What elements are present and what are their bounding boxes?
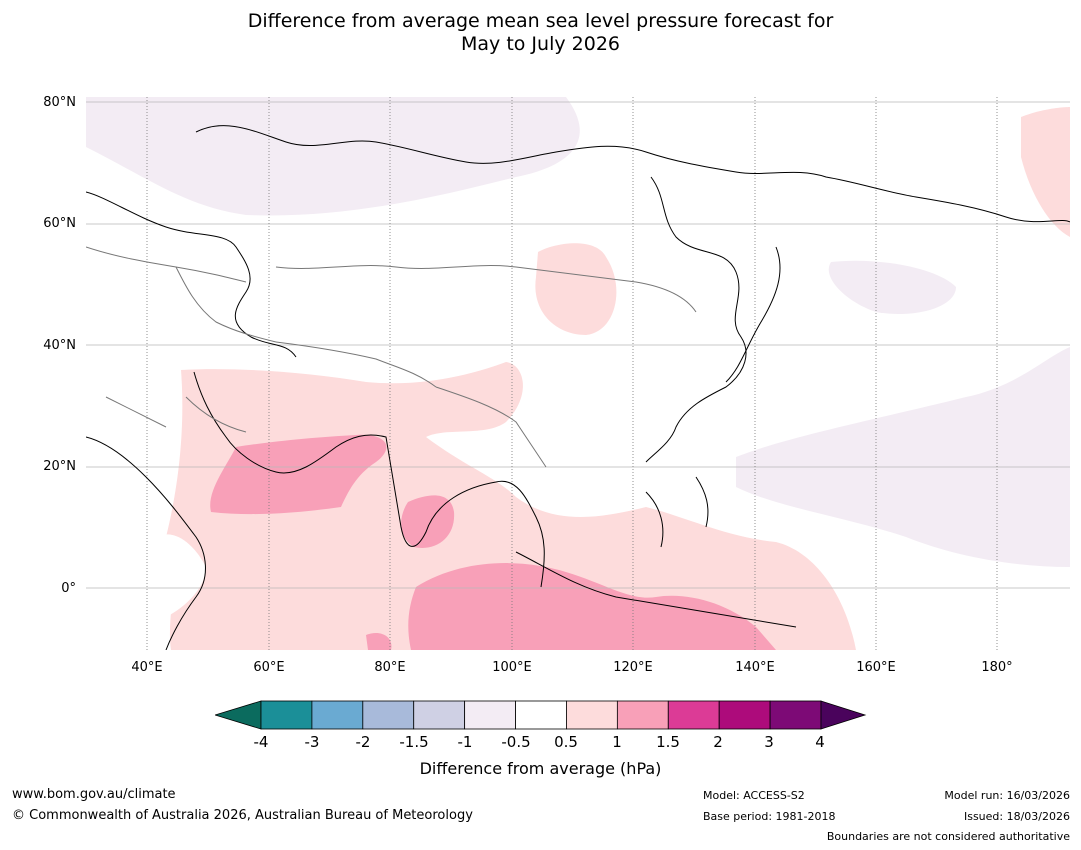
colorbar-tick: -1 xyxy=(457,733,473,751)
colorbar-bin xyxy=(260,700,313,730)
copyright-text: © Commonwealth of Australia 2026, Austra… xyxy=(12,808,473,823)
anomaly-region-indian-ocean-patch xyxy=(366,632,392,650)
disclaimer-text: Boundaries are not considered authoritat… xyxy=(826,830,1070,843)
colorbar-tick: -1.5 xyxy=(399,733,429,751)
anomaly-region-north-atlantic xyxy=(86,97,580,216)
lat-label-0: 0° xyxy=(61,581,76,596)
issued-text: Issued: 18/03/2026 xyxy=(963,810,1070,823)
lat-label-40n: 40°N xyxy=(43,338,76,353)
colorbar-title: Difference from average (hPa) xyxy=(419,759,662,778)
lon-label-160e: 160°E xyxy=(856,660,896,675)
colorbar-tick: 1 xyxy=(612,733,622,751)
lon-label-60e: 60°E xyxy=(253,660,285,675)
website-url: www.bom.gov.au/climate xyxy=(12,787,176,802)
latitude-gridlines xyxy=(86,101,1070,589)
title-line-2: May to July 2026 xyxy=(461,33,620,55)
lon-label-140e: 140°E xyxy=(735,660,775,675)
anomaly-region-bay-of-bengal xyxy=(401,495,455,548)
colorbar-bin xyxy=(362,700,415,730)
longitude-gridlines xyxy=(146,97,998,650)
anomaly-region-arabian-sea xyxy=(210,434,387,515)
colorbar-below-min-arrow xyxy=(215,700,262,730)
colorbar-bin xyxy=(566,700,618,730)
colorbar-tick: 0.5 xyxy=(554,733,578,751)
anomaly-region-mongolia xyxy=(535,243,617,335)
model-run-text: Model run: 16/03/2026 xyxy=(944,789,1070,802)
lon-label-120e: 120°E xyxy=(613,660,653,675)
colorbar-bin xyxy=(464,700,516,730)
colorbar-bin xyxy=(311,700,364,730)
lat-label-60n: 60°N xyxy=(43,216,76,231)
anomaly-region-east-africa xyxy=(150,534,206,617)
colorbar-tick: -4 xyxy=(253,733,269,751)
colorbar-bin xyxy=(616,700,669,730)
lat-label-20n: 20°N xyxy=(43,459,76,474)
anomaly-region-tropical-pacific xyxy=(736,347,1070,567)
colorbar-tick: 2 xyxy=(713,733,723,751)
lon-label-180: 180° xyxy=(981,660,1013,675)
chart-title: Difference from average mean sea level p… xyxy=(0,10,1081,56)
colorbar-bin xyxy=(667,700,720,730)
colorbar-bin xyxy=(515,700,567,730)
lon-label-80e: 80°E xyxy=(374,660,406,675)
colorbar-tick: -2 xyxy=(355,733,371,751)
lat-label-80n: 80°N xyxy=(43,95,76,110)
colorbar-bin xyxy=(769,700,822,730)
colorbar-bins xyxy=(260,700,822,730)
anomaly-region-northeast-pacific xyxy=(1021,107,1070,237)
coastlines xyxy=(86,125,1070,650)
colorbar-bin xyxy=(718,700,771,730)
lon-label-100e: 100°E xyxy=(492,660,532,675)
forecast-map xyxy=(86,97,1070,650)
colorbar-tick: 1.5 xyxy=(656,733,680,751)
colorbar-tick: -3 xyxy=(304,733,320,751)
colorbar-above-max-arrow xyxy=(820,700,867,730)
lon-label-40e: 40°E xyxy=(131,660,163,675)
anomaly-region-north-pacific xyxy=(828,260,956,315)
colorbar-bin xyxy=(413,700,466,730)
country-borders xyxy=(86,246,697,468)
map-svg xyxy=(86,97,1070,650)
anomaly-region-maritime-continent xyxy=(408,563,776,650)
colorbar-tick: 3 xyxy=(764,733,774,751)
anomaly-region-south-asia xyxy=(166,362,856,650)
model-text: Model: ACCESS-S2 xyxy=(703,789,805,802)
base-period-text: Base period: 1981-2018 xyxy=(703,810,836,823)
colorbar-tick: -0.5 xyxy=(501,733,531,751)
title-line-1: Difference from average mean sea level p… xyxy=(247,10,834,32)
colorbar-tick: 4 xyxy=(815,733,825,751)
colorbar xyxy=(215,700,867,730)
